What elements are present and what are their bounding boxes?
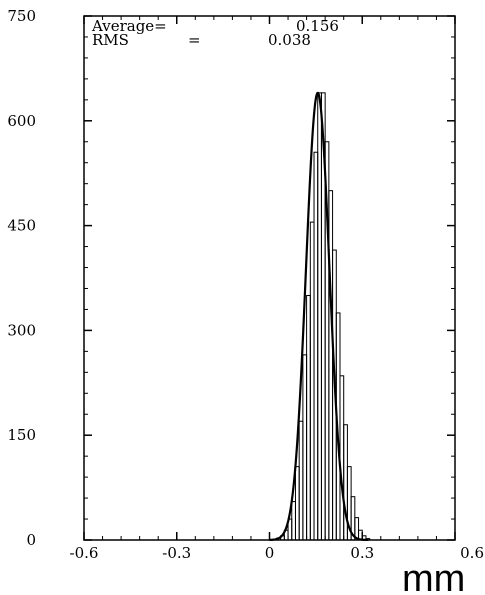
y-tick-label: 600 xyxy=(7,112,36,130)
histogram-bar xyxy=(317,92,322,541)
histogram-bars xyxy=(272,92,371,541)
rms-value: 0.038 xyxy=(268,31,311,49)
rms-equals: = xyxy=(188,31,201,49)
histogram-bar xyxy=(298,420,304,541)
x-tick-label: 0.3 xyxy=(350,544,374,562)
y-tick-labels: 0 150 300 450 600 750 xyxy=(7,7,36,549)
fit-curve xyxy=(269,91,369,542)
x-tick-label: -0.6 xyxy=(70,544,99,562)
x-tick-labels: -0.6 -0.3 0 0.3 0.6 xyxy=(70,544,484,562)
x-tick-label: 0.6 xyxy=(460,544,484,562)
histogram-bar xyxy=(339,375,345,541)
average-label: Average= xyxy=(91,17,167,35)
y-tick-label: 0 xyxy=(26,531,36,549)
y-tick-label: 750 xyxy=(7,7,36,25)
y-tick-label: 150 xyxy=(7,426,36,444)
histogram-bar xyxy=(313,151,319,541)
histogram-bar xyxy=(302,354,308,541)
y-tick-label: 450 xyxy=(7,217,36,235)
average-value: 0.156 xyxy=(296,17,339,35)
x-tick-label: 0 xyxy=(265,544,275,562)
plot-frame xyxy=(83,15,456,541)
histogram-bar xyxy=(306,294,311,541)
histogram-bar xyxy=(354,517,360,541)
x-axis-unit-label: mm xyxy=(402,558,465,595)
histogram-bar xyxy=(291,501,296,541)
histogram-bar xyxy=(294,466,300,541)
x-tick-label: -0.3 xyxy=(162,544,191,562)
y-tick-label: 300 xyxy=(7,321,36,339)
rms-label: RMS xyxy=(92,31,129,49)
histogram-bar xyxy=(309,221,315,541)
axis-ticks xyxy=(83,15,456,541)
